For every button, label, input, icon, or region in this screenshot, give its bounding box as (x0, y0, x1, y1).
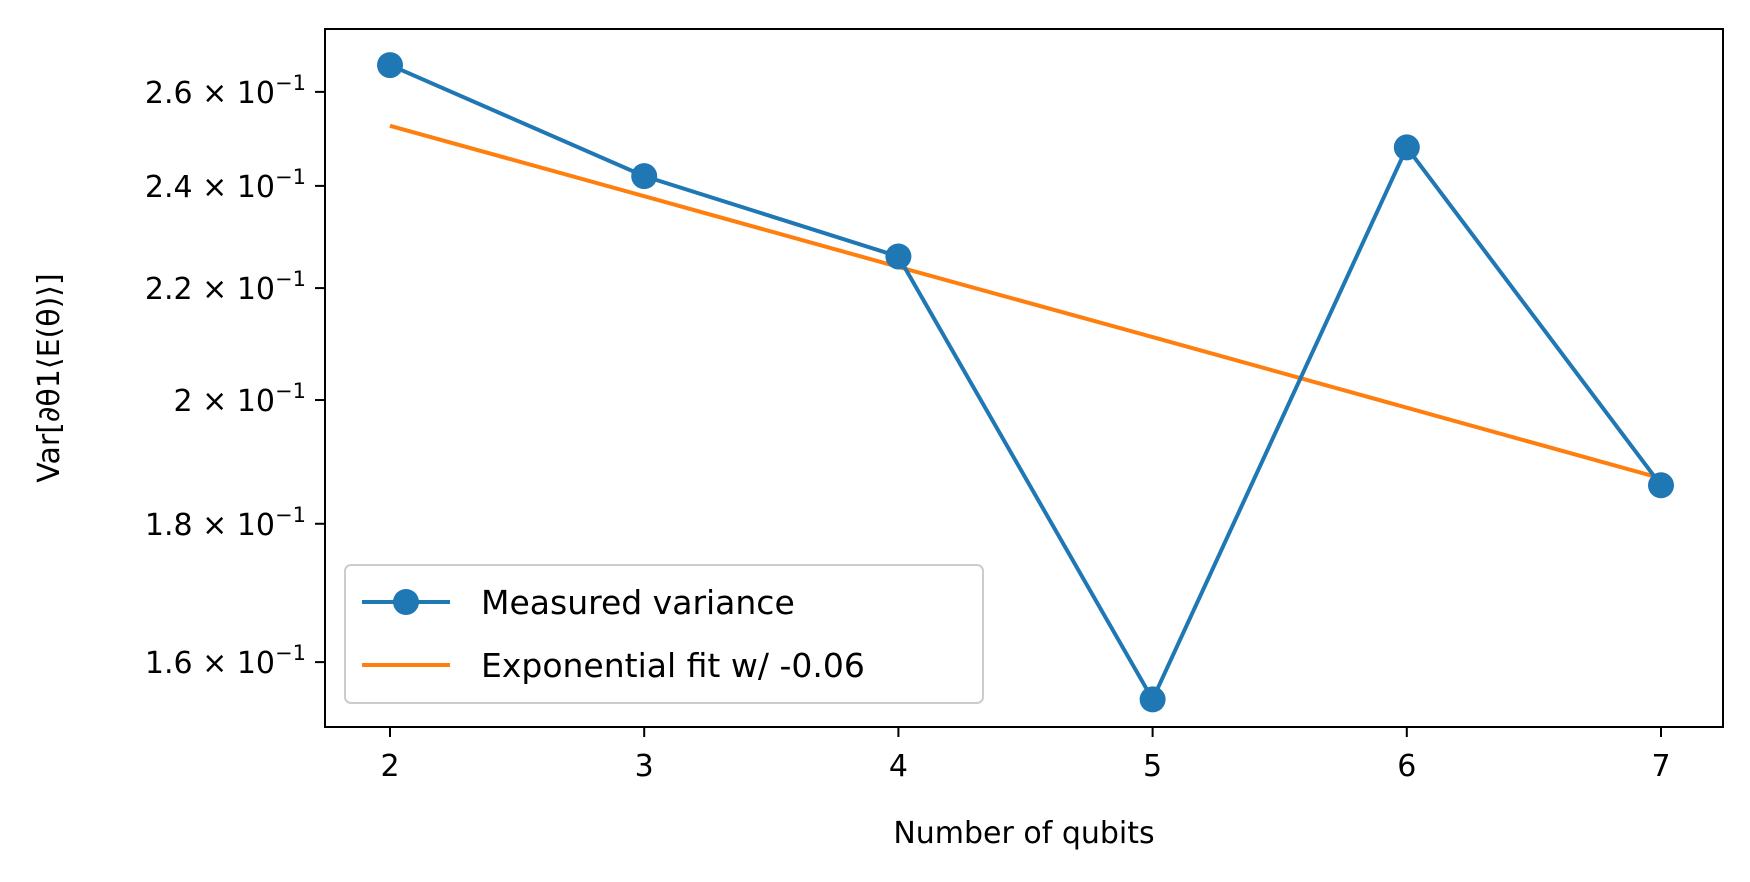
y-tick-exponent: −1 (275, 641, 306, 665)
data-point (1648, 472, 1674, 499)
y-tick-times: × 10 (193, 272, 275, 307)
y-tick-mantissa: 1.8 (145, 508, 193, 543)
x-tick-label: 6 (1397, 749, 1416, 784)
y-tick-label: 2.6 × 10−1 (145, 71, 306, 111)
data-point (1393, 134, 1420, 161)
series-line-1 (389, 123, 1662, 481)
y-tick-mantissa: 1.6 (145, 646, 193, 681)
y-tick-times: × 10 (193, 646, 275, 681)
legend-label: Exponential fit w/ -0.06 (481, 646, 865, 685)
x-axis: 2 3 4 5 6 7 (380, 727, 1671, 784)
plot-area-frame (324, 28, 1724, 728)
legend-frame (344, 564, 984, 704)
y-tick-exponent: −1 (275, 71, 306, 95)
x-tick-label: 3 (635, 749, 654, 784)
y-tick-mantissa: 2 (174, 384, 193, 419)
data-point (1139, 686, 1166, 713)
series-line-0 (389, 63, 1663, 702)
y-tick-mantissa: 2.6 (145, 76, 193, 111)
y-tick-mantissa: 2.2 (145, 272, 193, 307)
y-tick-exponent: −1 (275, 267, 306, 291)
y-tick-exponent: −1 (275, 379, 306, 403)
x-tick-label: 5 (1143, 749, 1162, 784)
data-point (885, 243, 912, 270)
y-tick-exponent: −1 (275, 165, 306, 189)
legend-marker (393, 589, 419, 615)
legend: Measured variance Exponential fit w/ -0.0… (344, 564, 984, 704)
x-tick-label: 4 (889, 749, 908, 784)
y-tick-times: × 10 (193, 76, 275, 111)
data-point (377, 52, 403, 79)
y-tick-label: 2 × 10−1 (174, 379, 306, 419)
y-tick-label: 2.4 × 10−1 (145, 165, 306, 205)
series-layer (377, 52, 1674, 713)
y-axis-title: Var[∂θ1⟨E(θ)⟩] (32, 273, 67, 482)
y-tick-times: × 10 (193, 170, 275, 205)
y-tick-label: 1.6 × 10−1 (145, 641, 306, 681)
y-tick-label: 1.8 × 10−1 (145, 503, 306, 543)
y-tick-times: × 10 (193, 508, 275, 543)
x-tick-label: 7 (1651, 749, 1670, 784)
y-axis: 1.6 × 10−11.8 × 10−12 × 10−12.2 × 10−12.… (145, 71, 325, 681)
legend-label: Measured variance (481, 583, 795, 622)
y-tick-mantissa: 2.4 (145, 170, 193, 205)
data-point (631, 163, 658, 190)
x-axis-title: Number of qubits (893, 816, 1154, 851)
y-tick-label: 2.2 × 10−1 (145, 267, 306, 307)
y-tick-times: × 10 (193, 384, 275, 419)
y-tick-exponent: −1 (275, 503, 306, 527)
x-tick-label: 2 (380, 749, 399, 784)
